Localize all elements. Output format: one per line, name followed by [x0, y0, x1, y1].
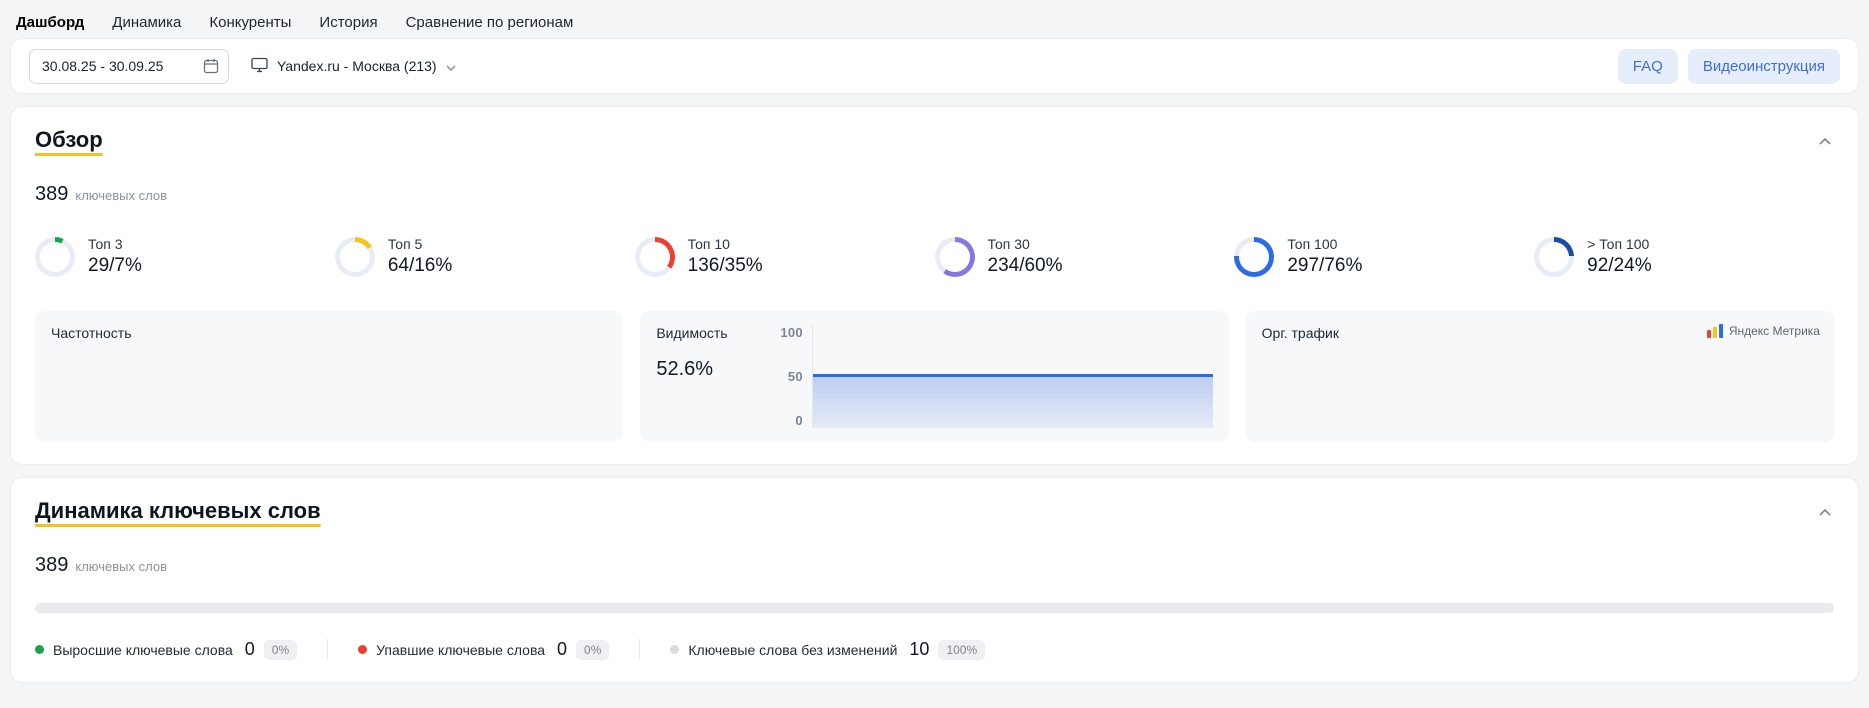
- visibility-summary: Видимость 52.6%: [656, 325, 774, 428]
- organic-traffic-panel: Орг. трафик Яндекс Метрика: [1245, 311, 1834, 442]
- stat-over-top100: > Топ 100 92/24%: [1534, 236, 1834, 277]
- legend-value: 10: [909, 639, 930, 659]
- date-range-picker[interactable]: [29, 48, 229, 84]
- stat-top30: Топ 30 234/60%: [934, 236, 1235, 277]
- project-selector[interactable]: Yandex.ru - Москва (213): [239, 49, 468, 84]
- nav-item-dashboard[interactable]: Дашборд: [16, 13, 85, 31]
- legend-percent-badge: 100%: [938, 639, 986, 660]
- top-stats-row: Топ 3 29/7% Топ 5 64/16% Топ 10 136/35%: [35, 236, 1834, 277]
- stat-value: 136/35%: [687, 255, 763, 276]
- top5-donut: [334, 236, 375, 277]
- legend-label: Упавшие ключевые слова: [376, 641, 546, 658]
- overview-collapse-button[interactable]: [1812, 127, 1838, 153]
- visibility-line: [812, 373, 1213, 428]
- legend-item-grown: Выросшие ключевые слова 0 0%: [35, 639, 298, 660]
- yandex-metrika-badge: Яндекс Метрика: [1706, 324, 1820, 338]
- axis-tick-100: 100: [780, 325, 803, 340]
- visibility-chart: 100 50 0: [780, 325, 1213, 428]
- keywords-number: 389: [35, 183, 69, 205]
- nav-item-region-comparison[interactable]: Сравнение по регионам: [405, 13, 574, 31]
- stat-value: 92/24%: [1587, 255, 1652, 276]
- overview-panels-row: Частотность Видимость 52.6% 100 50 0: [35, 311, 1834, 442]
- stat-label: Топ 5: [387, 236, 423, 252]
- video-instruction-button[interactable]: Видеоинструкция: [1687, 48, 1840, 84]
- metrika-bars-icon: [1706, 324, 1723, 338]
- legend-label: Ключевые слова без изменений: [688, 641, 898, 658]
- over-top100-donut: [1534, 236, 1575, 277]
- frequency-panel-title: Частотность: [51, 325, 132, 341]
- keywords-number: 389: [35, 554, 69, 576]
- stat-label: Топ 30: [987, 236, 1030, 252]
- stat-value: 29/7%: [88, 255, 142, 276]
- dynamics-keywords-count: 389 ключевых слов: [35, 554, 1834, 577]
- stat-top5: Топ 5 64/16%: [334, 236, 635, 277]
- red-dot-icon: [358, 645, 368, 654]
- faq-button[interactable]: FAQ: [1617, 48, 1678, 84]
- monitor-icon: [251, 57, 268, 76]
- legend-item-unchanged: Ключевые слова без изменений 10 100%: [639, 639, 986, 660]
- calendar-icon: [203, 58, 219, 79]
- chevron-up-icon: [1819, 133, 1831, 148]
- stat-top3: Топ 3 29/7%: [35, 236, 335, 277]
- nav-item-history[interactable]: История: [319, 13, 378, 31]
- visibility-y-axis: 100 50 0: [780, 325, 812, 428]
- axis-tick-50: 50: [787, 369, 803, 384]
- top3-donut: [35, 236, 75, 277]
- stat-label: > Топ 100: [1587, 236, 1650, 252]
- axis-tick-0: 0: [795, 413, 803, 428]
- top100-donut: [1234, 236, 1275, 277]
- overview-section: Обзор 389 ключевых слов Топ 3 29/7% Топ 5: [10, 106, 1859, 465]
- chevron-down-icon: [446, 58, 456, 74]
- gray-dot-icon: [670, 645, 680, 654]
- legend-value: 0: [244, 639, 255, 659]
- green-dot-icon: [35, 645, 44, 654]
- legend-item-dropped: Упавшие ключевые слова 0 0%: [327, 639, 610, 660]
- top-navigation: Дашборд Динамика Конкуренты История Срав…: [10, 6, 1859, 38]
- stat-label: Топ 3: [88, 236, 123, 252]
- nav-item-dynamics[interactable]: Динамика: [112, 13, 182, 31]
- stat-value: 234/60%: [987, 255, 1063, 276]
- metrika-label: Яндекс Метрика: [1728, 324, 1820, 338]
- chevron-up-icon: [1819, 504, 1831, 519]
- date-range-input[interactable]: [29, 48, 229, 84]
- stat-value: 64/16%: [387, 255, 453, 276]
- dynamics-legend: Выросшие ключевые слова 0 0% Упавшие клю…: [35, 639, 1834, 660]
- stat-top10: Топ 10 136/35%: [634, 236, 935, 277]
- overview-keywords-count: 389 ключевых слов: [35, 183, 1834, 206]
- filter-bar: Yandex.ru - Москва (213) FAQ Видеоинстру…: [10, 38, 1859, 94]
- legend-percent-badge: 0%: [576, 639, 610, 660]
- nav-item-competitors[interactable]: Конкуренты: [209, 13, 292, 31]
- stat-label: Топ 10: [687, 236, 730, 252]
- keyword-dynamics-title[interactable]: Динамика ключевых слов: [35, 498, 321, 523]
- visibility-panel: Видимость 52.6% 100 50 0: [640, 311, 1229, 442]
- stat-label: Топ 100: [1287, 236, 1338, 252]
- visibility-plot-area: [811, 325, 1213, 428]
- keyword-dynamics-section: Динамика ключевых слов 389 ключевых слов …: [10, 477, 1859, 683]
- dynamics-progress-bar: [35, 603, 1834, 613]
- stat-top100: Топ 100 297/76%: [1234, 236, 1534, 277]
- visibility-panel-title: Видимость: [656, 325, 728, 341]
- organic-traffic-panel-title: Орг. трафик: [1261, 325, 1339, 341]
- dashboard-page: Дашборд Динамика Конкуренты История Срав…: [10, 6, 1859, 683]
- top10-donut: [634, 236, 675, 277]
- keywords-label: ключевых слов: [75, 188, 167, 203]
- dynamics-collapse-button[interactable]: [1812, 498, 1838, 524]
- stat-value: 297/76%: [1287, 255, 1363, 276]
- overview-title[interactable]: Обзор: [35, 127, 103, 152]
- project-selector-label: Yandex.ru - Москва (213): [277, 58, 437, 74]
- legend-percent-badge: 0%: [263, 639, 298, 660]
- legend-value: 0: [557, 639, 568, 659]
- top30-donut: [934, 236, 975, 277]
- frequency-panel: Частотность: [35, 311, 624, 442]
- visibility-value: 52.6%: [656, 358, 714, 380]
- keywords-label: ключевых слов: [75, 559, 167, 574]
- legend-label: Выросшие ключевые слова: [53, 641, 233, 658]
